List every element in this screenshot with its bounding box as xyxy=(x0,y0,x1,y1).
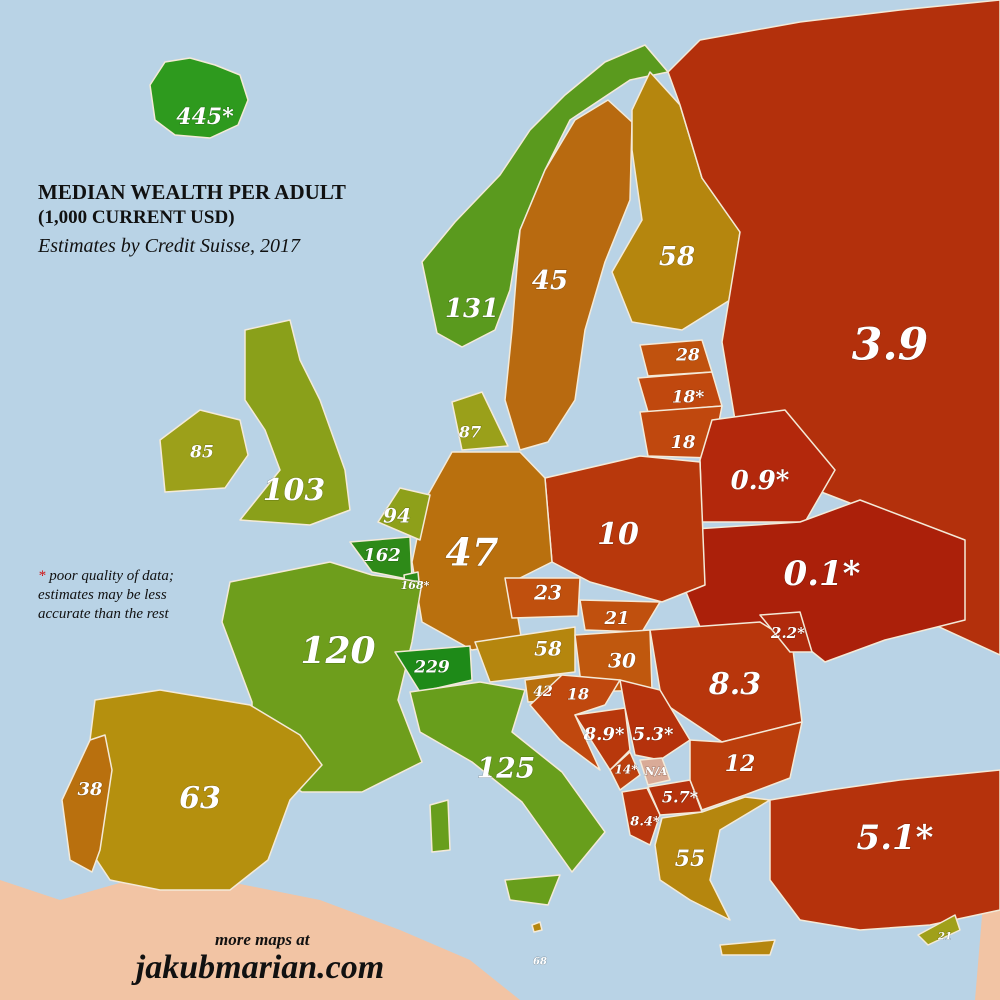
country-cyprus[interactable] xyxy=(917,914,961,946)
label-slovakia: 21 xyxy=(603,608,629,629)
label-lithuania: 18 xyxy=(670,432,696,453)
label-sweden: 45 xyxy=(532,266,568,296)
label-ireland: 85 xyxy=(189,443,214,463)
label-greece: 55 xyxy=(675,846,706,872)
label-montenegro: 14* xyxy=(615,763,639,777)
label-norway: 131 xyxy=(445,294,499,324)
label-denmark: 87 xyxy=(458,423,481,442)
country-malta[interactable] xyxy=(531,921,543,933)
label-kosovo: N/A xyxy=(644,765,668,778)
label-belgium: 162 xyxy=(363,545,401,566)
country-turkey[interactable] xyxy=(769,769,1000,931)
label-romania: 8.3 xyxy=(708,667,761,702)
country-montenegro[interactable] xyxy=(609,751,641,791)
label-malta: 68 xyxy=(533,957,547,968)
map-subtitle: Estimates by Credit Suisse, 2017 xyxy=(38,235,301,257)
country-moldova[interactable] xyxy=(759,611,813,653)
label-cyprus: 21 xyxy=(937,932,952,943)
footnote-star: * xyxy=(38,568,46,584)
footnote: * poor quality of data; estimates may be… xyxy=(38,567,218,624)
country-croatia[interactable] xyxy=(529,674,621,771)
country-portugal[interactable] xyxy=(61,734,113,873)
country-albania[interactable] xyxy=(621,787,661,846)
label-uk: 103 xyxy=(263,473,326,508)
country-ukraine[interactable] xyxy=(679,499,966,663)
label-germany: 47 xyxy=(446,530,499,575)
country-sweden[interactable] xyxy=(504,99,633,451)
country-sardinia[interactable] xyxy=(429,799,451,853)
country-norway[interactable] xyxy=(421,44,669,348)
label-luxembourg: 168* xyxy=(401,579,430,592)
label-macedonia: 5.7* xyxy=(662,788,699,807)
north-africa xyxy=(0,880,520,1000)
label-bosnia: 8.9* xyxy=(583,724,625,745)
country-austria[interactable] xyxy=(474,626,576,683)
footnote-text: poor quality of data; estimates may be l… xyxy=(38,568,174,622)
country-uk[interactable] xyxy=(239,319,351,526)
label-switzerland: 229 xyxy=(413,658,450,678)
country-czechia[interactable] xyxy=(504,577,581,619)
country-poland[interactable] xyxy=(544,455,706,603)
country-netherlands[interactable] xyxy=(377,487,431,541)
country-ireland[interactable] xyxy=(159,409,249,493)
label-moldova: 2.2* xyxy=(770,624,805,642)
label-russia: 3.9 xyxy=(852,320,929,371)
label-bulgaria: 12 xyxy=(725,751,756,777)
label-spain: 63 xyxy=(179,781,221,816)
label-croatia: 18 xyxy=(567,685,589,704)
label-albania: 8.4* xyxy=(630,815,660,830)
label-latvia: 18* xyxy=(672,388,705,408)
map-unit: (1,000 CURRENT USD) xyxy=(38,207,235,228)
map-title: MEDIAN WEALTH PER ADULT xyxy=(38,180,346,204)
country-bulgaria[interactable] xyxy=(689,721,803,811)
country-kosovo[interactable] xyxy=(639,757,671,786)
label-czechia: 23 xyxy=(533,581,562,605)
country-finland[interactable] xyxy=(611,71,741,331)
label-turkey: 5.1* xyxy=(857,818,934,858)
label-hungary: 30 xyxy=(608,649,636,673)
country-crete[interactable] xyxy=(719,939,776,956)
label-austria: 58 xyxy=(534,637,562,661)
country-switzerland[interactable] xyxy=(394,645,473,693)
country-italy[interactable] xyxy=(409,681,606,873)
country-denmark[interactable] xyxy=(451,391,509,451)
credit-line: more maps at xyxy=(215,930,310,949)
label-italy: 125 xyxy=(477,752,535,785)
credit-site-link[interactable]: jakubmarian.com xyxy=(135,949,385,986)
label-france: 120 xyxy=(300,630,375,672)
country-greece[interactable] xyxy=(654,796,771,921)
label-estonia: 28 xyxy=(675,346,700,366)
label-poland: 10 xyxy=(597,517,639,552)
label-ukraine: 0.1* xyxy=(784,554,861,594)
label-slovenia: 42 xyxy=(533,684,553,700)
label-belarus: 0.9* xyxy=(731,466,790,496)
country-sicily[interactable] xyxy=(504,874,561,906)
label-finland: 58 xyxy=(659,242,695,272)
label-netherlands: 94 xyxy=(383,504,411,528)
label-serbia: 5.3* xyxy=(633,724,674,745)
credit-block: more maps at jakubmarian.com xyxy=(95,930,425,986)
label-iceland: 445* xyxy=(176,104,234,130)
label-portugal: 38 xyxy=(77,779,103,800)
map-title-block: MEDIAN WEALTH PER ADULT (1,000 CURRENT U… xyxy=(38,180,346,258)
country-bosnia[interactable] xyxy=(574,707,631,771)
country-iceland[interactable] xyxy=(149,57,249,139)
